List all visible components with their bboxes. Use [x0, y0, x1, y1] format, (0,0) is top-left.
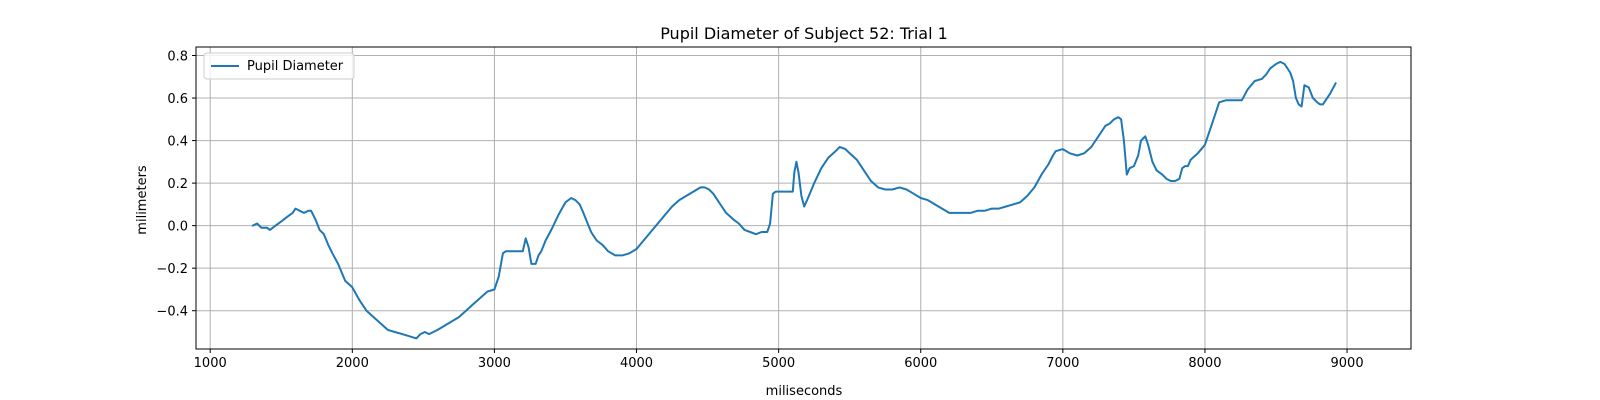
x-tick-label: 6000 — [904, 356, 937, 371]
series-line-pupil-diameter — [251, 60, 1337, 340]
legend-label: Pupil Diameter — [247, 59, 344, 74]
x-tick-label: 1000 — [194, 356, 227, 371]
y-tick-label: −0.4 — [156, 305, 188, 320]
axes-frame — [195, 46, 1412, 350]
x-axis-label: miliseconds — [766, 384, 843, 399]
x-tick-label: 4000 — [620, 356, 653, 371]
x-tick-label: 5000 — [762, 356, 795, 371]
x-tick-label: 9000 — [1331, 356, 1364, 371]
y-axis-label: milimeters — [135, 165, 150, 235]
x-tick-label: 2000 — [336, 356, 369, 371]
legend-box — [203, 52, 355, 80]
axis-ticks: 1000 2000 3000 4000 5000 6000 7000 8000 9000 −0.4… — [156, 50, 1363, 371]
y-tick-label: 0.2 — [167, 177, 188, 192]
chart-title: Pupil Diameter of Subject 52: Trial 1 — [660, 24, 948, 43]
y-tick-label: −0.2 — [156, 262, 188, 277]
x-tick-label: 8000 — [1188, 356, 1221, 371]
legend: Pupil Diameter — [203, 52, 355, 80]
y-tick-label: 0.6 — [167, 92, 188, 107]
plot-area — [251, 60, 1337, 340]
grid — [196, 47, 1411, 349]
x-tick-label: 7000 — [1046, 356, 1079, 371]
y-tick-label: 0.0 — [167, 220, 188, 235]
x-tick-label: 3000 — [478, 356, 511, 371]
y-tick-label: 0.8 — [167, 50, 188, 65]
y-tick-label: 0.4 — [167, 135, 188, 150]
